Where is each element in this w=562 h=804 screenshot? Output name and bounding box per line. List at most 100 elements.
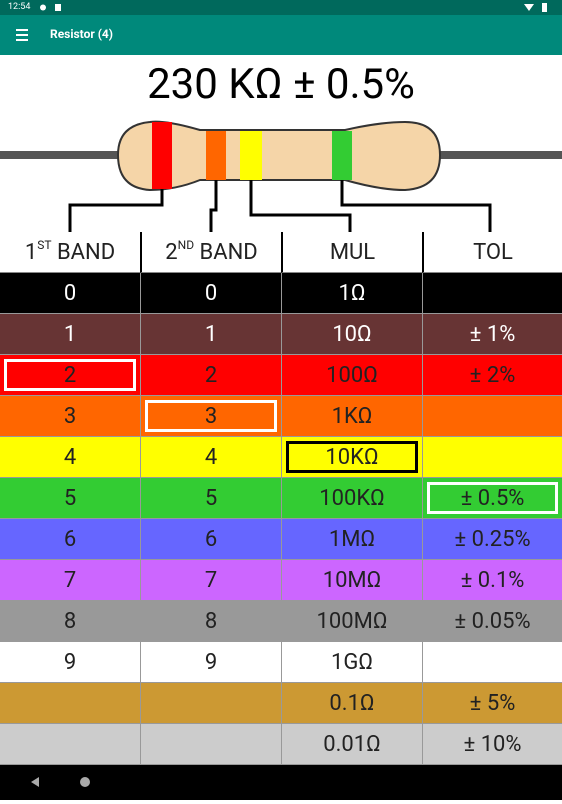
status-icons	[40, 3, 547, 12]
band-cell[interactable]: 3	[0, 396, 140, 437]
band-cell[interactable]: 0.1Ω	[281, 683, 422, 724]
header-sup: ND	[177, 238, 195, 252]
band-cell[interactable]: 100KΩ	[281, 478, 422, 519]
band-cell[interactable]	[140, 724, 281, 765]
band-cell[interactable]: 100MΩ	[281, 601, 422, 642]
selection-box	[4, 359, 136, 391]
band-cell[interactable]: 7	[140, 560, 281, 601]
band-cell[interactable]: 4	[140, 437, 281, 478]
header-main: 2	[165, 239, 178, 265]
band-cell[interactable]: ± 0.5%	[422, 478, 562, 519]
header-main: TOL	[473, 239, 513, 265]
cell-text: 9	[63, 649, 77, 675]
cell-text: 9	[204, 649, 218, 675]
cell-text: 5	[63, 485, 77, 511]
cell-text: ± 0.5%	[460, 485, 525, 511]
cell-text: 4	[204, 444, 218, 470]
column-header: MUL	[281, 232, 422, 273]
nav-bar	[0, 765, 562, 800]
cell-text: 100KΩ	[319, 485, 385, 511]
cell-text: 1Ω	[338, 280, 366, 306]
band-cell[interactable]: 5	[0, 478, 140, 519]
band-cell[interactable]: ± 0.25%	[422, 519, 562, 560]
band-cell[interactable]	[140, 683, 281, 724]
cell-text: 7	[204, 567, 218, 593]
band-cell[interactable]: 0.01Ω	[281, 724, 422, 765]
band-cell[interactable]: 9	[0, 642, 140, 683]
cell-text: 6	[204, 526, 218, 552]
status-bar: 12:54	[0, 0, 562, 15]
cell-text: 1	[204, 321, 218, 347]
band-cell[interactable]	[0, 683, 140, 724]
app-bar: Resistor (4)	[0, 15, 562, 55]
band-cell[interactable]: ± 0.1%	[422, 560, 562, 601]
band-cell[interactable]: 1MΩ	[281, 519, 422, 560]
band-cell[interactable]: 6	[0, 519, 140, 560]
band-cell[interactable]: 8	[0, 601, 140, 642]
header-sup: ST	[37, 238, 52, 252]
cell-text: 8	[63, 608, 77, 634]
band-cell[interactable]: 1	[0, 314, 140, 355]
nav-icons	[31, 777, 90, 787]
band-cell[interactable]	[422, 437, 562, 478]
band-cell[interactable]: 0	[140, 273, 281, 314]
band-cell[interactable]: 5	[140, 478, 281, 519]
band-cell[interactable]: 9	[140, 642, 281, 683]
cell-text: 6	[63, 526, 77, 552]
band-cell[interactable]: 4	[0, 437, 140, 478]
column-header: 1 ST BAND	[0, 232, 140, 273]
band-cell[interactable]	[0, 724, 140, 765]
time: 12:54	[8, 2, 31, 12]
band-cell[interactable]: 6	[140, 519, 281, 560]
home-button[interactable]	[80, 777, 90, 787]
band-cell[interactable]: ± 5%	[422, 683, 562, 724]
band-cell[interactable]: 8	[140, 601, 281, 642]
band-cell[interactable]: 3	[140, 396, 281, 437]
band-cell[interactable]: 2	[140, 355, 281, 396]
column-header: TOL	[422, 232, 562, 273]
cell-text: ± 10%	[463, 731, 522, 757]
header-main: MUL	[329, 239, 376, 265]
band-cell[interactable]: 1KΩ	[281, 396, 422, 437]
band-cell[interactable]: 1	[140, 314, 281, 355]
cell-text: 0	[63, 280, 77, 306]
band-cell[interactable]	[422, 642, 562, 683]
cell-text: 0	[204, 280, 218, 306]
cell-text: 2	[63, 362, 77, 388]
band-cell[interactable]: 10Ω	[281, 314, 422, 355]
back-button[interactable]	[31, 777, 39, 787]
header-rest: BAND	[51, 239, 116, 265]
band-cell[interactable]: 1Ω	[281, 273, 422, 314]
cell-text: 1KΩ	[331, 403, 373, 429]
band-cell[interactable]: 2	[0, 355, 140, 396]
cell-text: 1GΩ	[331, 649, 373, 675]
cell-text: 10Ω	[332, 321, 372, 347]
cell-text: ± 1%	[469, 321, 516, 347]
band-cell[interactable]: 0	[0, 273, 140, 314]
band-cell[interactable]	[422, 396, 562, 437]
header-main: 1	[24, 239, 38, 265]
selection-box	[145, 400, 277, 432]
band-cell[interactable]: 1GΩ	[281, 642, 422, 683]
cell-text: ± 2%	[469, 362, 516, 388]
cell-text: 0.1Ω	[329, 690, 375, 716]
band-cell[interactable]: 100Ω	[281, 355, 422, 396]
cell-text: 100MΩ	[316, 608, 388, 634]
menu-button[interactable]	[14, 25, 34, 45]
cell-text: 8	[204, 608, 218, 634]
band-cell[interactable]: 7	[0, 560, 140, 601]
selection-box	[286, 441, 418, 473]
band-cell[interactable]: ± 0.05%	[422, 601, 562, 642]
band-cell[interactable]: ± 10%	[422, 724, 562, 765]
cell-text: 0.01Ω	[323, 731, 381, 757]
band-cell[interactable]: ± 1%	[422, 314, 562, 355]
band-cell[interactable]: ± 2%	[422, 355, 562, 396]
band-table: 1 ST BAND 2 ND BAND MUL TOL 0 0 1Ω 1 1 10Ω ± 1% 2 2 100…	[0, 232, 562, 765]
cell-text: 4	[63, 444, 77, 470]
app-title: Resistor (4)	[50, 27, 114, 41]
band-cell[interactable]: 10KΩ	[281, 437, 422, 478]
band-cell[interactable]	[422, 273, 562, 314]
band-cell[interactable]: 10MΩ	[281, 560, 422, 601]
cell-text: 10KΩ	[325, 444, 379, 470]
